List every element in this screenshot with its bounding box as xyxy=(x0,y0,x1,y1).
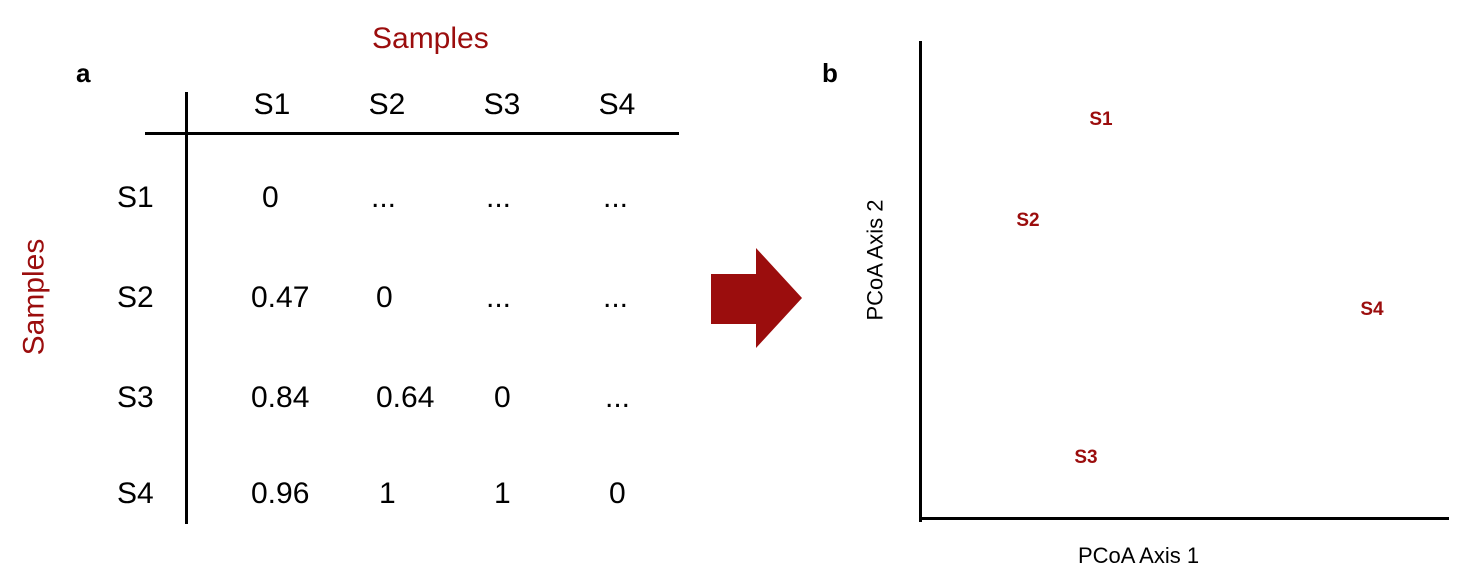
matrix-cell: 0.47 xyxy=(251,281,310,314)
matrix-col-header: S4 xyxy=(598,88,636,121)
matrix-row-header: S1 xyxy=(117,181,154,214)
panel-a-label: a xyxy=(76,58,91,88)
matrix-cell: 0.64 xyxy=(376,381,435,414)
matrix-col-header: S1 xyxy=(253,88,291,121)
matrix-cell: 0 xyxy=(376,281,393,314)
matrix-cell: 1 xyxy=(379,477,396,510)
matrix-cell: ... xyxy=(486,281,512,314)
pcoa-point-label: S3 xyxy=(1074,447,1098,468)
matrix-cell: 0.84 xyxy=(251,381,310,414)
matrix-horizontal-rule xyxy=(145,132,679,135)
matrix-cell: 0 xyxy=(262,181,279,214)
pcoa-y-axis xyxy=(919,41,922,522)
matrix-col-header: S3 xyxy=(483,88,521,121)
matrix-cell: 0 xyxy=(494,381,511,414)
matrix-cell: 0 xyxy=(609,477,626,510)
matrix-col-header: S2 xyxy=(368,88,406,121)
pcoa-x-axis xyxy=(919,517,1449,520)
matrix-row-header: S3 xyxy=(117,381,154,414)
pcoa-point-label: S2 xyxy=(1016,210,1040,231)
matrix-vertical-rule xyxy=(185,92,188,524)
matrix-column-title: Samples xyxy=(372,22,489,55)
pcoa-x-axis-label: PCoA Axis 1 xyxy=(1078,543,1200,568)
matrix-cell: ... xyxy=(371,181,397,214)
matrix-row-header: S2 xyxy=(117,281,154,314)
matrix-cell: ... xyxy=(603,181,629,214)
pcoa-y-axis-label: PCoA Axis 2 xyxy=(862,199,888,321)
arrow-shape xyxy=(711,248,802,348)
right-arrow-icon xyxy=(711,248,802,348)
panel-b-label: b xyxy=(822,58,838,88)
matrix-cell: 0.96 xyxy=(251,477,310,510)
matrix-row-header: S4 xyxy=(117,477,154,510)
matrix-cell: 1 xyxy=(494,477,511,510)
matrix-row-title: Samples xyxy=(17,238,51,356)
matrix-cell: ... xyxy=(603,281,629,314)
matrix-cell: ... xyxy=(486,181,512,214)
pcoa-point-label: S1 xyxy=(1089,109,1113,130)
matrix-cell: ... xyxy=(605,381,631,414)
pcoa-point-label: S4 xyxy=(1360,299,1384,320)
